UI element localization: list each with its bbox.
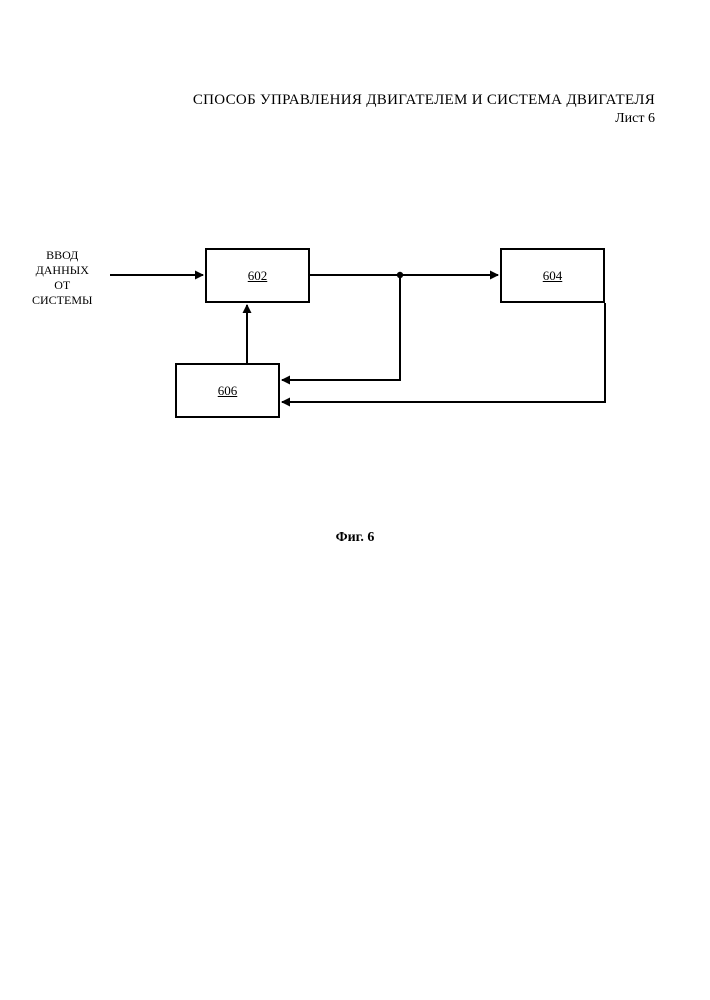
figure-caption: Фиг. 6 [0,530,710,546]
flow-arrows [0,0,710,1000]
